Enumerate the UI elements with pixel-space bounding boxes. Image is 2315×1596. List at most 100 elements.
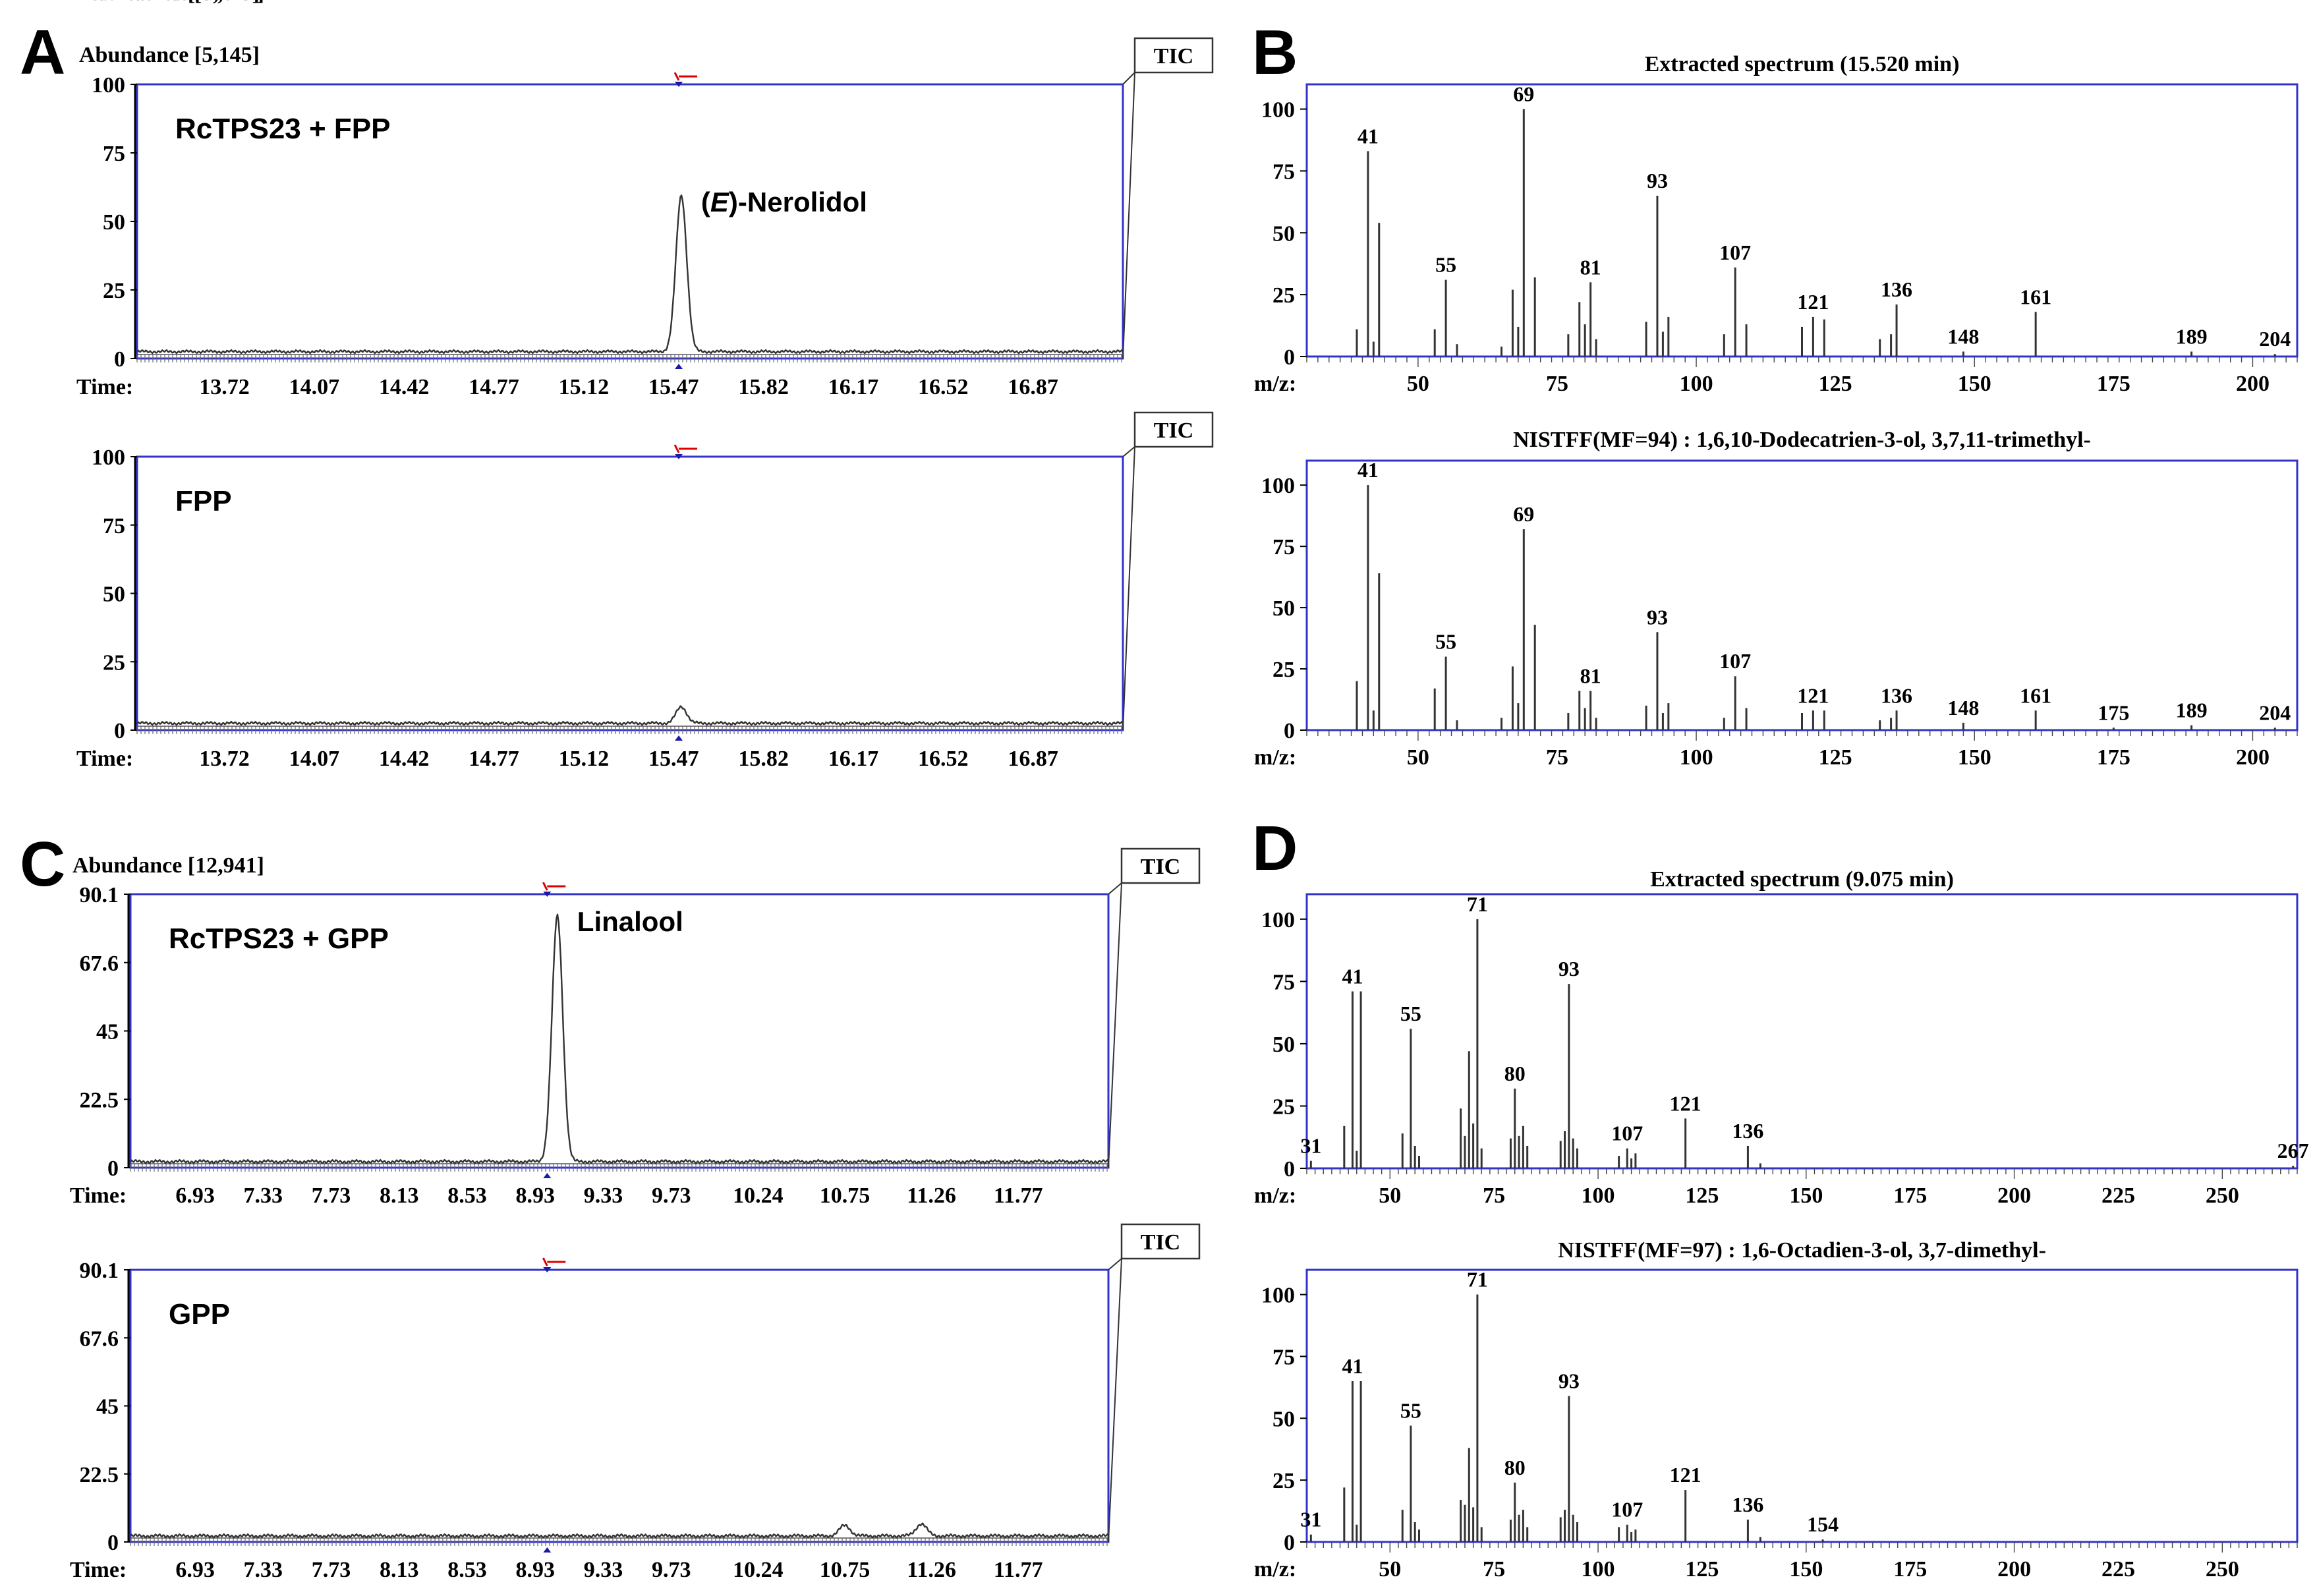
peak-mz-label: 69 — [1513, 502, 1534, 526]
x-tick-label: 15.12 — [559, 747, 610, 771]
x-tick-label: 250 — [2206, 1183, 2239, 1208]
x-minor-tick-strip — [1306, 356, 2298, 367]
peak-mz-label: 93 — [1558, 1369, 1580, 1392]
plot-frame — [1305, 1268, 2299, 1543]
panel-letter-b: B — [1252, 17, 1298, 88]
x-tick-label: 11.26 — [907, 1183, 956, 1208]
tic-trace — [136, 194, 1124, 355]
y-tick-label: 22.5 — [80, 1463, 119, 1487]
plot-frame — [1305, 893, 2299, 1170]
peak-label-suffix: )- — [729, 186, 747, 217]
x-tick-label: 8.53 — [447, 1558, 487, 1582]
chromatogram-A2: Abundance [5,145] TIC 100 75 50 25 0 Time: 13.72… — [76, 0, 1214, 771]
peak-mz-label: 161 — [2020, 285, 2051, 308]
y-tick-label: 100 — [1261, 474, 1295, 498]
x-tick-label: 16.17 — [828, 747, 879, 771]
tic-trace — [130, 1522, 1109, 1539]
x-tick-label: 11.77 — [994, 1183, 1043, 1208]
retention-marker-blue — [543, 1267, 552, 1272]
x-tick-label: 225 — [2101, 1183, 2135, 1208]
peak-mz-label: 107 — [1719, 241, 1751, 264]
y-tick-label: 25 — [1272, 283, 1295, 308]
retention-marker-red — [673, 72, 680, 81]
tic-leader-bottom — [1108, 1258, 1122, 1543]
x-tick-label: 16.87 — [1008, 747, 1058, 771]
x-tick-label: 15.82 — [738, 747, 789, 771]
chromatogram-C2: Abundance [12,941]TIC90.167.64522.50Time… — [70, 0, 1201, 1582]
peak-mz-label: 175 — [2098, 700, 2129, 724]
tic-box — [1120, 847, 1201, 884]
y-axis-label: Abundance [5,145] — [79, 0, 260, 5]
peak-mz-label: 267 — [2277, 1139, 2309, 1162]
tic-box — [1133, 411, 1214, 448]
x-tick-label: 13.72 — [199, 375, 250, 399]
x-tick-label: 8.93 — [515, 1183, 555, 1208]
x-tick-label: 50 — [1407, 372, 1429, 396]
retention-marker-red — [673, 444, 680, 453]
peak-mz-label: 121 — [1670, 1091, 1701, 1115]
x-tick-label: 200 — [2236, 745, 2270, 770]
peak-mz-label: 69 — [1513, 82, 1534, 106]
y-tick-label: 100 — [1261, 98, 1295, 123]
y-tick-label: 0 — [114, 719, 125, 743]
y-tick-label: 25 — [103, 650, 125, 675]
mass-spectrum-B1: B Extracted spectrum (15.520 min) 0 25 50 75 1… — [1252, 17, 2299, 396]
x-tick-label: 8.53 — [447, 1183, 487, 1208]
plot-frame — [1305, 83, 2299, 358]
spectrum-title: NISTFF(MF=94) : 1,6,10-Dodecatrien-3-ol,… — [1513, 428, 2091, 452]
retention-marker-blue — [543, 1173, 552, 1178]
y-tick-label: 50 — [1272, 221, 1295, 246]
x-tick-label: 8.13 — [380, 1558, 419, 1582]
peak-mz-label: 93 — [1558, 957, 1580, 981]
peak-mz-label: 93 — [1647, 169, 1668, 192]
y-tick-label: 50 — [103, 583, 125, 607]
sample-label: FPP — [175, 485, 232, 517]
x-tick-label: 150 — [1789, 1557, 1823, 1582]
x-tick-label: 75 — [1546, 372, 1568, 396]
y-tick-label: 50 — [103, 210, 125, 235]
x-tick-label: 9.33 — [584, 1183, 623, 1208]
time-label: Time: — [70, 1558, 127, 1582]
x-tick-label: 175 — [2097, 372, 2130, 396]
x-tick-label: 15.82 — [738, 375, 789, 399]
peak-mz-label: 55 — [1435, 253, 1456, 277]
x-tick-label: 200 — [2236, 372, 2270, 396]
mass-spectrum-B2: NISTFF(MF=94) : 1,6,10-Dodecatrien-3-ol,… — [1254, 428, 2299, 770]
peak-mz-label: 80 — [1504, 1062, 1526, 1085]
x-tick-label: 50 — [1407, 745, 1429, 770]
y-tick-label: 50 — [1272, 1033, 1295, 1057]
x-minor-tick-strip — [136, 355, 1122, 362]
retention-marker-blue — [543, 892, 552, 897]
tic-leader-bottom — [1108, 882, 1122, 1168]
peak-mz-label: 121 — [1797, 683, 1829, 707]
y-tick-label: 75 — [103, 142, 125, 166]
tic-leader-top — [1108, 882, 1122, 895]
retention-marker-blue — [675, 364, 683, 369]
peak-mz-label: 121 — [1797, 290, 1829, 314]
x-tick-label: 50 — [1379, 1183, 1401, 1208]
peak-mz-label: 204 — [2259, 700, 2291, 724]
peak-mz-label: 81 — [1580, 664, 1601, 688]
peak-mz-label: 189 — [2176, 324, 2208, 348]
tic-trace — [136, 705, 1124, 726]
peak-mz-label: 148 — [1947, 324, 1979, 348]
retention-marker-red — [542, 1257, 548, 1267]
x-tick-label: 13.72 — [199, 747, 250, 771]
tic-leader-top — [1108, 1258, 1122, 1270]
spectrum-title: Extracted spectrum (9.075 min) — [1650, 867, 1954, 892]
y-tick-label: 100 — [1261, 1284, 1295, 1308]
x-tick-label: 125 — [1685, 1557, 1719, 1582]
tic-label: TIC — [1154, 418, 1193, 443]
panel-letter-c: C — [20, 829, 65, 899]
x-tick-label: 14.07 — [289, 747, 340, 771]
plot-frame — [136, 455, 1124, 731]
y-tick-label: 0 — [114, 347, 125, 372]
x-tick-label: 7.33 — [244, 1558, 283, 1582]
y-tick-label: 67.6 — [80, 952, 119, 976]
x-tick-label: 200 — [1997, 1557, 2031, 1582]
x-tick-label: 125 — [1685, 1183, 1719, 1208]
x-minor-tick-strip — [136, 726, 1122, 734]
mass-spectrum-D1: D Extracted spectrum (9.075 min) 0 25 50 75 10… — [1252, 813, 2309, 1208]
tic-leader-bottom — [1122, 72, 1135, 359]
panel-letter-d: D — [1252, 813, 1298, 884]
